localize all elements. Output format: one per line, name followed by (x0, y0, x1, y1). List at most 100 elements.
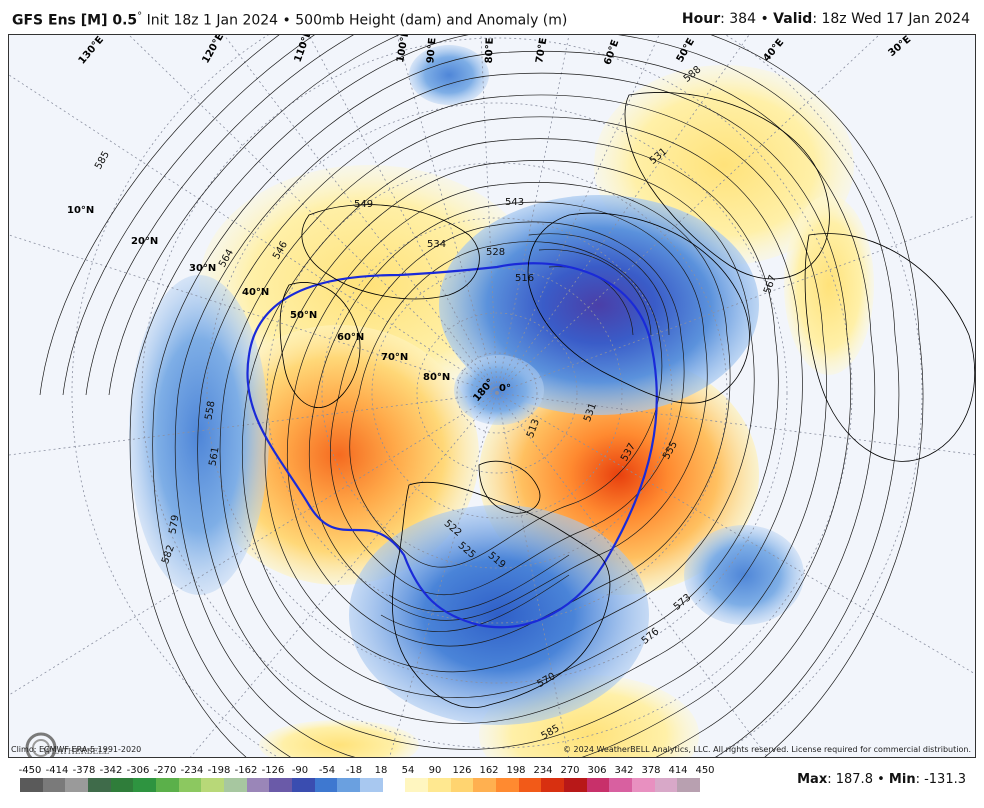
anomaly-negative-east-atlantic (684, 525, 804, 625)
valid-label: Valid (773, 11, 813, 27)
contour-label: 549 (354, 199, 374, 210)
cbar-tick: 90 (428, 765, 442, 776)
colorbar-swatch (541, 778, 565, 792)
degree-mark: ° (137, 11, 143, 22)
hour-value: : 384 (720, 11, 756, 27)
anomaly-positive-africa (784, 195, 874, 375)
colorbar-swatch (518, 778, 542, 792)
colorbar-swatch (564, 778, 587, 792)
coastlines (279, 92, 975, 708)
colorbar-swatch (496, 778, 519, 792)
contour-label: 516 (515, 273, 535, 284)
lat-label-50n: 50°N (290, 310, 318, 321)
cbar-tick: 54 (401, 765, 415, 776)
contour-label: 534 (427, 239, 447, 250)
hour-label: Hour (681, 11, 721, 27)
cbar-tick: -414 (45, 765, 69, 776)
colorbar-swatch (133, 778, 157, 792)
height-contours (39, 35, 924, 757)
min-label: Min (888, 772, 916, 787)
contour-540-highlight (246, 262, 658, 629)
colorbar-swatch (609, 778, 633, 792)
colorbar-swatch (65, 778, 89, 792)
cbar-tick: 126 (452, 765, 472, 776)
header: GFS Ens [M] 0.5° Init 18z 1 Jan 2024 • 5… (0, 0, 984, 34)
climo-note: Climo: ECMWF ERA-5 1991-2020 (11, 745, 142, 754)
colorbar-swatch (224, 778, 247, 792)
north-asia-east-outline (301, 204, 480, 300)
cbar-tick: -54 (318, 765, 336, 776)
anomaly-positive-pacific-south (259, 720, 419, 757)
lat-label-80n: 80°N (423, 372, 451, 383)
cbar-tick: -198 (207, 765, 231, 776)
svg-text:WEATHERBELL: WEATHERBELL (43, 747, 110, 756)
lat-label-30n: 30°N (189, 263, 217, 274)
anomaly-negative-west-pacific (129, 275, 269, 595)
asia-south-outline (624, 92, 830, 280)
eurasia-outline (527, 212, 750, 404)
cbar-tick: 198 (506, 765, 526, 776)
cbar-tick: -18 (345, 765, 363, 776)
anomaly-positive-north-pacific (199, 325, 479, 585)
cbar-tick: 234 (533, 765, 553, 776)
map-canvas (9, 35, 975, 757)
init-time: Init 18z 1 Jan 2024 (146, 12, 279, 29)
colorbar-swatch (382, 778, 406, 792)
logo-swirl-icon: WEATHERBELL (25, 732, 110, 757)
colorbar-swatch (110, 778, 134, 792)
lat-label-20n: 20°N (131, 236, 159, 247)
colorbar-swatch (405, 778, 429, 792)
cbar-tick: -270 (153, 765, 177, 776)
colorbar-swatch (156, 778, 179, 792)
max-value: : 187.8 (827, 772, 873, 787)
cbar-tick: -378 (72, 765, 96, 776)
colorbar-swatch (178, 778, 202, 792)
anomaly-negative-arctic (454, 355, 544, 425)
max-min-readout: Max: 187.8 • Min: -131.3 (797, 772, 966, 787)
colorbar-swatch (337, 778, 361, 792)
lon-label-0: 0° (499, 383, 511, 394)
contour-label: 543 (505, 197, 525, 208)
title: GFS Ens [M] 0.5° Init 18z 1 Jan 2024 • 5… (12, 11, 567, 29)
colorbar-swatch (269, 778, 293, 792)
lat-label-10n: 10°N (67, 205, 95, 216)
valid-value: : 18z Wed 17 Jan 2024 (812, 11, 970, 27)
maxmin-bullet: • (877, 772, 885, 787)
lat-label-60n: 60°N (337, 332, 365, 343)
cbar-tick: -306 (126, 765, 150, 776)
graticule (9, 35, 975, 757)
colorbar-swatch (586, 778, 610, 792)
copyright-note: © 2024 WeatherBELL Analytics, LLC. All r… (563, 745, 971, 754)
colorbar-swatch (428, 778, 451, 792)
cbar-tick: 270 (560, 765, 580, 776)
polar-map[interactable]: 10°N 20°N 30°N 40°N 50°N 60°N 70°N 80°N … (8, 34, 976, 758)
anomaly-negative-north-india (409, 45, 489, 105)
colorbar-ticks: -450 -414 -378 -342 -306 -270 -234 -198 … (12, 765, 715, 777)
model-name: GFS Ens [M] 0.5 (12, 12, 138, 29)
lon-label-80e: 80°E (483, 37, 496, 64)
cbar-tick: -126 (261, 765, 285, 776)
min-value: : -131.3 (915, 772, 966, 787)
colorbar-swatch (632, 778, 655, 792)
title-bullet: • (282, 12, 291, 29)
forecast-info: Hour: 384 • Valid: 18z Wed 17 Jan 2024 (682, 11, 970, 27)
colorbar-swatch (201, 778, 225, 792)
colorbar-swatch (20, 778, 43, 792)
lon-label-90e: 90°E (425, 37, 439, 64)
colorbar-swatch (450, 778, 474, 792)
colorbar-swatch (473, 778, 497, 792)
field-name: 500mb Height (dam) and Anomaly (m) (295, 12, 568, 29)
colorbar-swatch (246, 778, 270, 792)
east-asia-outline (279, 282, 361, 408)
cbar-tick: -450 (18, 765, 42, 776)
info-bullet: • (760, 11, 769, 27)
colorbar-swatch (88, 778, 111, 792)
cbar-tick: 378 (641, 765, 661, 776)
max-label: Max (797, 772, 828, 787)
colorbar-swatch (42, 778, 66, 792)
greenland-outline (478, 460, 541, 514)
anomaly-negative-north-america (349, 505, 649, 725)
anomaly-shading (129, 45, 874, 757)
lat-label-40n: 40°N (242, 287, 270, 298)
cbar-tick: 162 (479, 765, 499, 776)
